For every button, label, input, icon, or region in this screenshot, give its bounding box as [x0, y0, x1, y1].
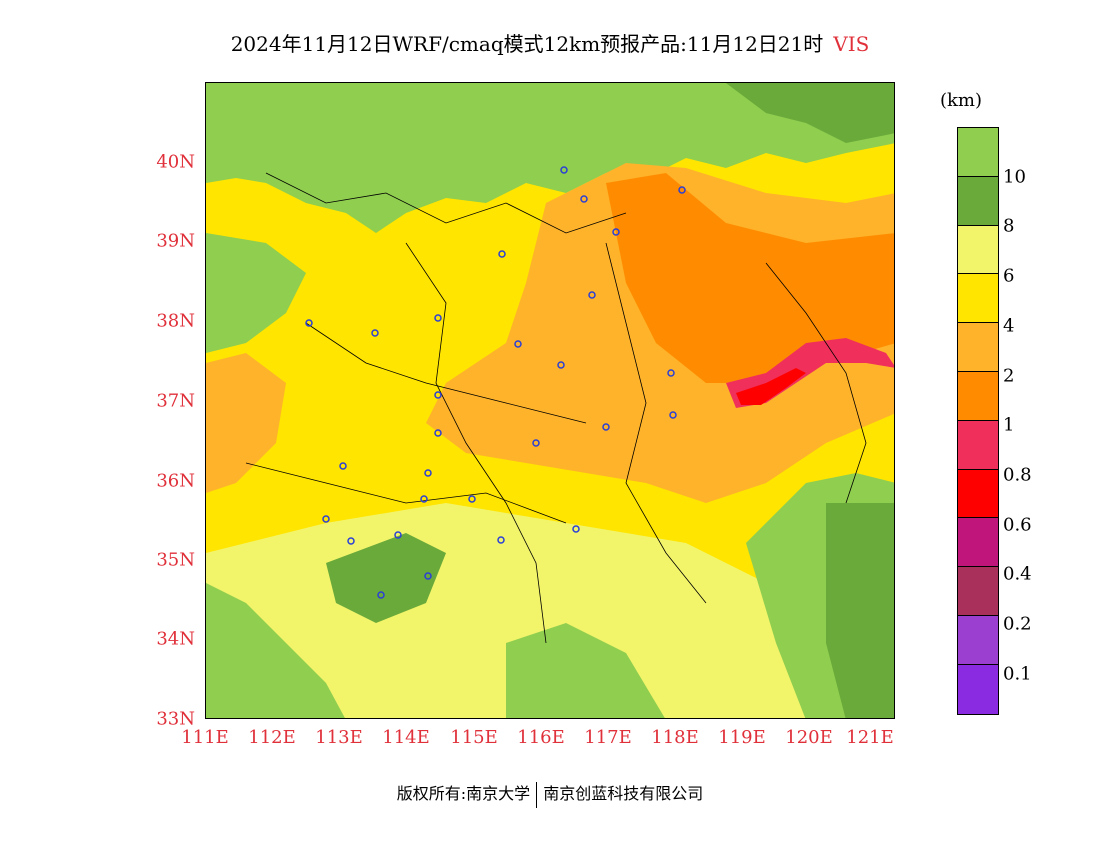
- lon-label-117e: 117E: [584, 727, 632, 748]
- region-west-orange: [206, 353, 286, 493]
- colorbar-swatch: [958, 567, 998, 616]
- region-south-green: [506, 623, 665, 718]
- lon-label-120e: 120E: [785, 727, 833, 748]
- colorbar-label: 0.8: [1003, 464, 1032, 486]
- forecast-map: [205, 82, 895, 719]
- colorbar-swatch: [958, 469, 998, 519]
- lon-label-116e: 116E: [517, 727, 565, 748]
- region-southwest-green: [206, 583, 345, 718]
- colorbar-swatch: [958, 664, 998, 714]
- region-dark-orange: [606, 173, 894, 383]
- colorbar-swatch: [958, 518, 998, 568]
- colorbar-label: 1: [1003, 414, 1015, 436]
- footer-left: 版权所有:南京大学: [396, 784, 531, 803]
- lat-label-40n: 40N: [156, 151, 195, 173]
- region-north-green: [206, 83, 894, 233]
- colorbar-unit: (km): [940, 90, 983, 111]
- lon-label-121e: 121E: [846, 727, 894, 748]
- colorbar-swatch: [958, 371, 998, 421]
- colorbar-label: 8: [1003, 215, 1015, 237]
- lon-label-112e: 112E: [248, 727, 296, 748]
- lon-label-113e: 113E: [315, 727, 363, 748]
- region-east-sea-darkgreen: [826, 503, 894, 718]
- region-west-green: [206, 233, 306, 353]
- lat-label-35n: 35N: [156, 549, 195, 571]
- footer-separator: [536, 781, 538, 808]
- lat-label-39n: 39N: [156, 230, 195, 252]
- colorbar-swatch: [958, 176, 998, 226]
- title-main: 2024年11月12日WRF/cmaq模式12km预报产品:11月12日21时: [230, 32, 824, 56]
- colorbar-swatch: [958, 128, 998, 177]
- boundaries: [245, 172, 867, 644]
- colorbar-swatch: [958, 225, 998, 275]
- footer-right: 南京创蓝科技有限公司: [543, 784, 704, 803]
- colorbar-swatch: [958, 615, 998, 665]
- city-markers: [305, 166, 686, 599]
- colorbar-swatch: [958, 274, 998, 324]
- colorbar-label: 0.4: [1003, 563, 1032, 585]
- lat-label-36n: 36N: [156, 470, 195, 492]
- region-red: [736, 368, 806, 405]
- colorbar-label: 10: [1003, 166, 1026, 188]
- colorbar-label: 0.1: [1003, 663, 1032, 685]
- colorbar-label: 0.2: [1003, 613, 1032, 635]
- colorbar-swatch: [958, 323, 998, 372]
- lon-label-114e: 114E: [382, 727, 430, 748]
- colorbar-swatch: [958, 420, 998, 470]
- colorbar-label: 0.6: [1003, 514, 1032, 536]
- region-south-darkgreen: [326, 533, 446, 623]
- colorbar-label: 6: [1003, 265, 1015, 287]
- lon-label-115e: 115E: [450, 727, 498, 748]
- lon-label-111e: 111E: [181, 727, 229, 748]
- colorbar-label: 2: [1003, 365, 1015, 386]
- lat-label-37n: 37N: [156, 390, 195, 412]
- colorbar-label: 4: [1003, 315, 1015, 337]
- lon-label-119e: 119E: [718, 727, 766, 748]
- lon-label-118e: 118E: [651, 727, 699, 748]
- chart-title: 2024年11月12日WRF/cmaq模式12km预报产品:11月12日21时 V…: [0, 28, 1100, 57]
- lat-label-38n: 38N: [156, 310, 195, 332]
- lat-label-33n: 33N: [156, 708, 195, 730]
- map-svg: [206, 83, 894, 718]
- title-variable: VIS: [833, 32, 870, 56]
- lat-label-34n: 34N: [156, 628, 195, 650]
- region-northeast-darkgreen: [726, 83, 894, 143]
- colorbar: [957, 127, 999, 715]
- copyright-footer: 版权所有:南京大学 南京创蓝科技有限公司: [0, 780, 1100, 808]
